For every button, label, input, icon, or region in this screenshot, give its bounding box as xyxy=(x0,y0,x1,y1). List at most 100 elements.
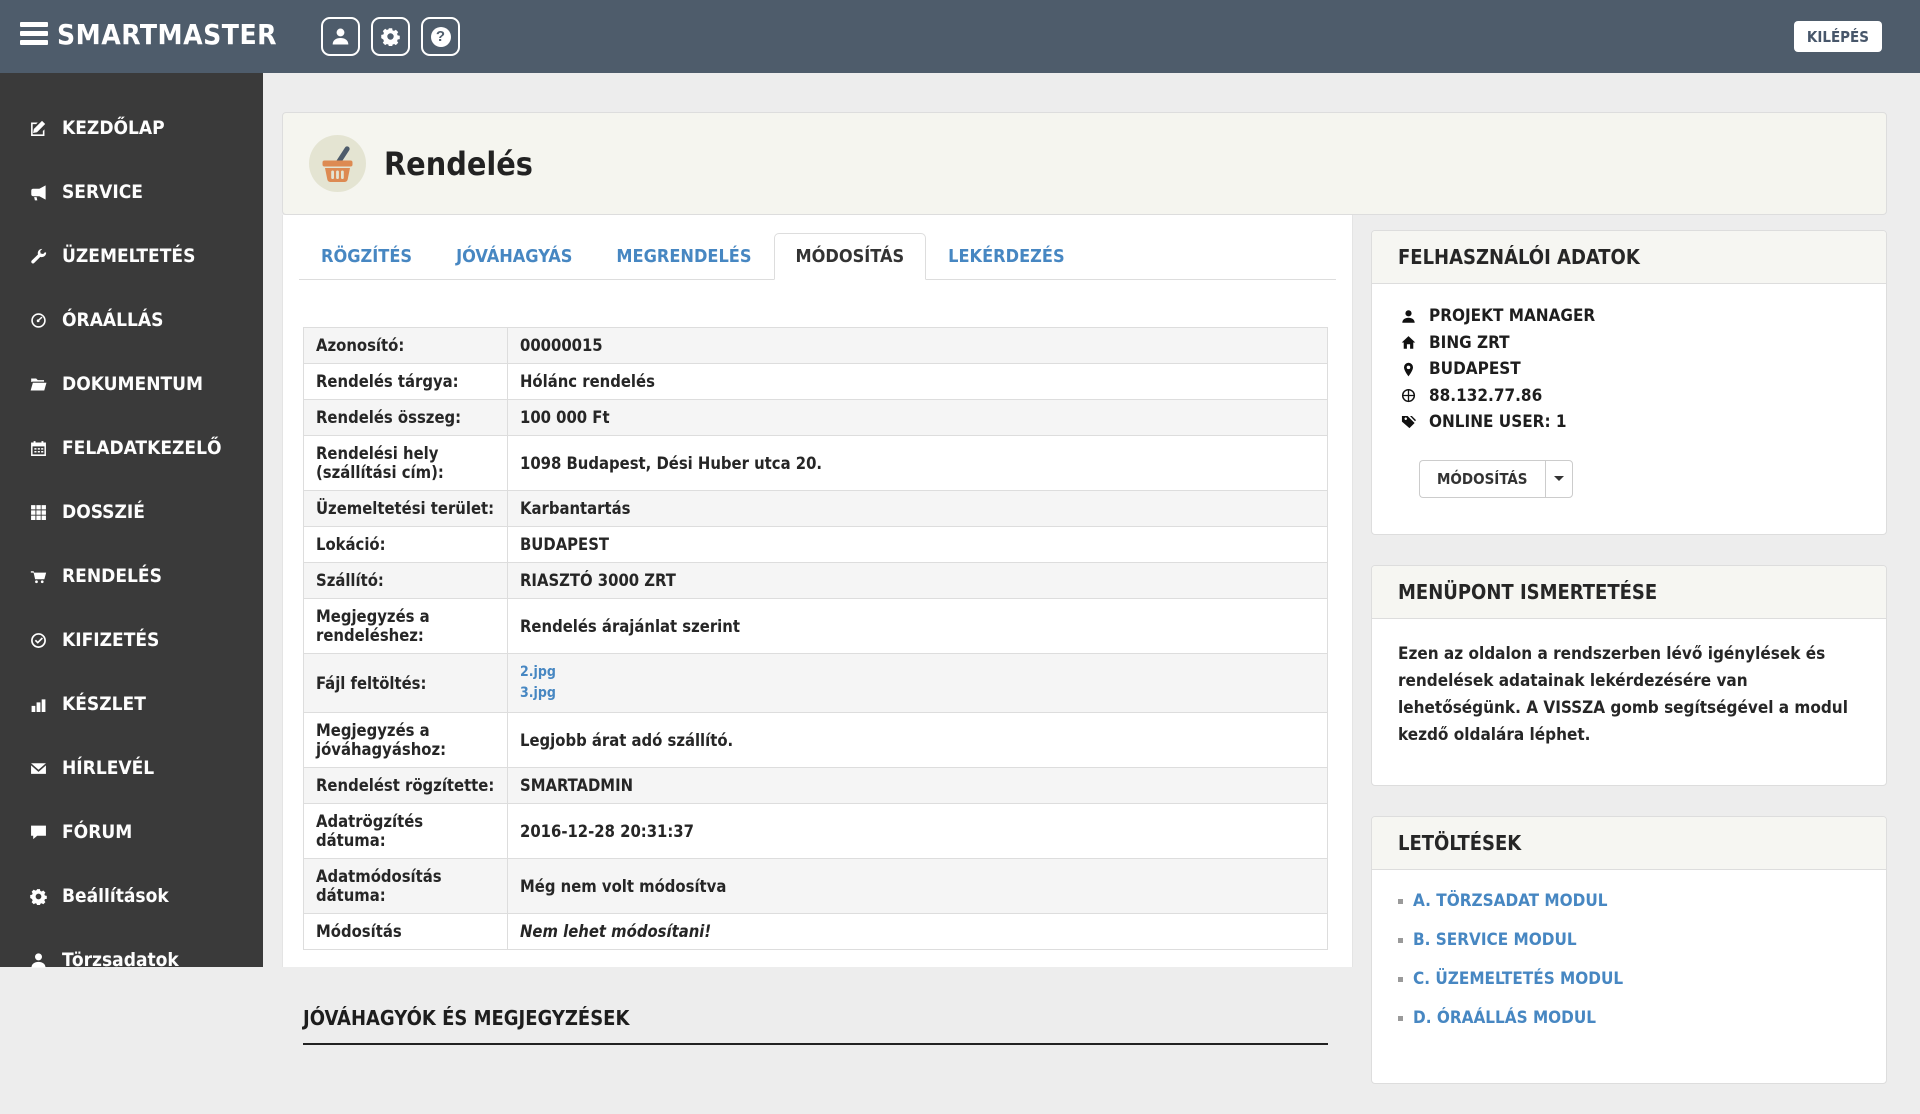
row-value-cell: 1098 Budapest, Dési Huber utca 20. xyxy=(507,435,1328,491)
table-row: Rendelés összeg: 100 000 Ft xyxy=(303,399,1328,436)
row-value: Rendelés árajánlat szerint xyxy=(520,616,740,636)
download-link[interactable]: C. ÜZEMELTETÉS MODUL xyxy=(1413,968,1624,989)
tab[interactable]: JÓVÁHAGYÁS xyxy=(456,246,573,267)
settings-button[interactable] xyxy=(371,17,410,56)
sidebar-item[interactable]: HÍRLEVÉL xyxy=(0,736,263,800)
grid-icon xyxy=(27,504,49,521)
user-info-text: 88.132.77.86 xyxy=(1429,385,1543,406)
row-value: 100 000 Ft xyxy=(520,408,610,427)
user-button[interactable] xyxy=(321,17,360,56)
table-row: Adatrögzítés dátuma: 2016-12-28 20:31:37 xyxy=(303,803,1328,859)
sidebar-item[interactable]: DOSSZIÉ xyxy=(0,480,263,544)
gear-icon xyxy=(381,27,400,46)
user-info-row: BING ZRT xyxy=(1398,330,1860,357)
meter-icon xyxy=(27,312,49,329)
gear-icon xyxy=(27,888,49,905)
download-item: B. SERVICE MODUL xyxy=(1398,930,1860,951)
table-row: Szállító: RIASZTÓ 3000 ZRT xyxy=(303,562,1328,599)
folder-icon xyxy=(27,376,49,393)
table-row: Megjegyzés a jóváhagyáshoz: Legjobb árat… xyxy=(303,712,1328,768)
megaphone-icon xyxy=(27,184,49,201)
sidebar-item[interactable]: SERVICE xyxy=(0,160,263,224)
sidebar-item[interactable]: ÓRAÁLLÁS xyxy=(0,288,263,352)
app-brand: SMARTMASTER xyxy=(57,18,278,51)
row-value-cell: 2016-12-28 20:31:37 xyxy=(507,803,1328,859)
user-data-body: PROJEKT MANAGER BING ZRT BUDAPEST 88.132… xyxy=(1372,284,1886,534)
bullet-icon xyxy=(1398,937,1403,943)
sidebar-item[interactable]: Törzsadatok xyxy=(0,928,263,992)
panel-title: LETÖLTÉSEK xyxy=(1372,816,1886,870)
download-item: D. ÓRAÁLLÁS MODUL xyxy=(1398,1008,1860,1029)
user-info-row: 88.132.77.86 xyxy=(1398,383,1860,410)
logout-button[interactable]: KILÉPÉS xyxy=(1793,21,1882,52)
download-list: A. TÖRZSADAT MODUL B. SERVICE MODUL C. Ü… xyxy=(1398,891,1860,1029)
user-icon xyxy=(331,27,350,46)
file-link[interactable]: 3.jpg xyxy=(520,685,556,701)
table-row: Rendelés tárgya: Hólánc rendelés xyxy=(303,363,1328,400)
file-link[interactable]: 2.jpg xyxy=(520,664,556,680)
row-value: Karbantartás xyxy=(520,499,631,518)
sidebar-item[interactable]: KEZDŐLAP xyxy=(0,96,263,160)
sidebar-item[interactable]: KÉSZLET xyxy=(0,672,263,736)
sidebar-item[interactable]: KIFIZETÉS xyxy=(0,608,263,672)
row-label: Módosítás xyxy=(303,913,508,950)
tags-icon xyxy=(1398,415,1418,430)
row-value-cell: Legjobb árat adó szállító. xyxy=(507,712,1328,768)
sidebar-item[interactable]: FÓRUM xyxy=(0,800,263,864)
right-column: FELHASZNÁLÓI ADATOK PROJEKT MANAGER BING… xyxy=(1371,230,1887,1114)
map-marker-icon xyxy=(1398,362,1418,377)
panel-title: FELHASZNÁLÓI ADATOK xyxy=(1372,231,1886,284)
download-link[interactable]: D. ÓRAÁLLÁS MODUL xyxy=(1413,1007,1597,1028)
order-details-table: Azonosító: 00000015 Rendelés tárgya: Hól… xyxy=(303,327,1328,950)
sidebar-item[interactable]: FELADATKEZELŐ xyxy=(0,416,263,480)
section-heading: JÓVÁHAGYÓK ÉS MEGJEGYZÉSEK xyxy=(303,1006,1328,1045)
table-row: Fájl feltöltés: 2.jpg 3.jpg xyxy=(303,653,1328,713)
sidebar-item[interactable]: Beállítások xyxy=(0,864,263,928)
menu-info-panel: MENÜPONT ISMERTETÉSE Ezen az oldalon a r… xyxy=(1371,564,1887,786)
tab-bar: RÖGZÍTÉS JÓVÁHAGYÁS MEGRENDELÉS MÓDOSÍTÁ… xyxy=(299,233,1336,280)
menu-toggle-button[interactable] xyxy=(20,22,48,45)
row-value-cell: Rendelés árajánlat szerint xyxy=(507,598,1328,654)
tab[interactable]: RÖGZÍTÉS xyxy=(321,246,413,267)
table-row: Adatmódosítás dátuma: Még nem volt módos… xyxy=(303,858,1328,914)
row-label: Rendelés összeg: xyxy=(303,399,508,436)
navbar-icon-group: ? xyxy=(321,17,460,56)
sidebar-item[interactable]: DOKUMENTUM xyxy=(0,352,263,416)
row-value-cell: Még nem volt módosítva xyxy=(507,858,1328,914)
user-icon xyxy=(27,952,49,969)
tab[interactable]: MÓDOSÍTÁS xyxy=(773,233,927,280)
row-value-cell: 100 000 Ft xyxy=(507,399,1328,436)
tab[interactable]: LEKÉRDEZÉS xyxy=(948,246,1065,267)
dropdown-toggle-button[interactable] xyxy=(1544,459,1573,498)
download-link[interactable]: A. TÖRZSADAT MODUL xyxy=(1413,890,1608,911)
cart-icon xyxy=(27,568,49,585)
row-label: Azonosító: xyxy=(303,327,508,364)
table-row: Üzemeltetési terület: Karbantartás xyxy=(303,490,1328,527)
sidebar-item[interactable]: RENDELÉS xyxy=(0,544,263,608)
download-link[interactable]: B. SERVICE MODUL xyxy=(1413,929,1577,950)
sidebar-item[interactable]: ÜZEMELTETÉS xyxy=(0,224,263,288)
envelope-icon xyxy=(27,760,49,777)
row-label: Megjegyzés a rendeléshez: xyxy=(303,598,508,654)
table-row: Módosítás Nem lehet módosítani! xyxy=(303,913,1328,950)
user-info-row: ONLINE USER: 1 xyxy=(1398,409,1860,436)
navbar: SMARTMASTER ? KILÉPÉS xyxy=(0,0,1920,73)
main-panel: RÖGZÍTÉS JÓVÁHAGYÁS MEGRENDELÉS MÓDOSÍTÁ… xyxy=(282,215,1353,1045)
modify-button[interactable]: MÓDOSÍTÁS xyxy=(1419,459,1545,498)
row-value-cell: BUDAPEST xyxy=(507,526,1328,563)
row-value-cell: Hólánc rendelés xyxy=(507,363,1328,400)
user-info-text: BING ZRT xyxy=(1429,332,1510,353)
bullet-icon xyxy=(1398,976,1403,982)
table-row: Azonosító: 00000015 xyxy=(303,327,1328,364)
table-row: Megjegyzés a rendeléshez: Rendelés árajá… xyxy=(303,598,1328,654)
row-value-cell: Nem lehet módosítani! xyxy=(507,913,1328,950)
row-value: Hólánc rendelés xyxy=(520,372,655,391)
calendar-icon xyxy=(27,440,49,457)
user-data-panel: FELHASZNÁLÓI ADATOK PROJEKT MANAGER BING… xyxy=(1371,230,1887,535)
help-button[interactable]: ? xyxy=(421,17,460,56)
help-icon: ? xyxy=(430,26,451,47)
user-info-row: BUDAPEST xyxy=(1398,356,1860,383)
row-label: Rendelést rögzítette: xyxy=(303,767,508,804)
tab[interactable]: MEGRENDELÉS xyxy=(616,246,752,267)
row-value: BUDAPEST xyxy=(520,535,610,554)
